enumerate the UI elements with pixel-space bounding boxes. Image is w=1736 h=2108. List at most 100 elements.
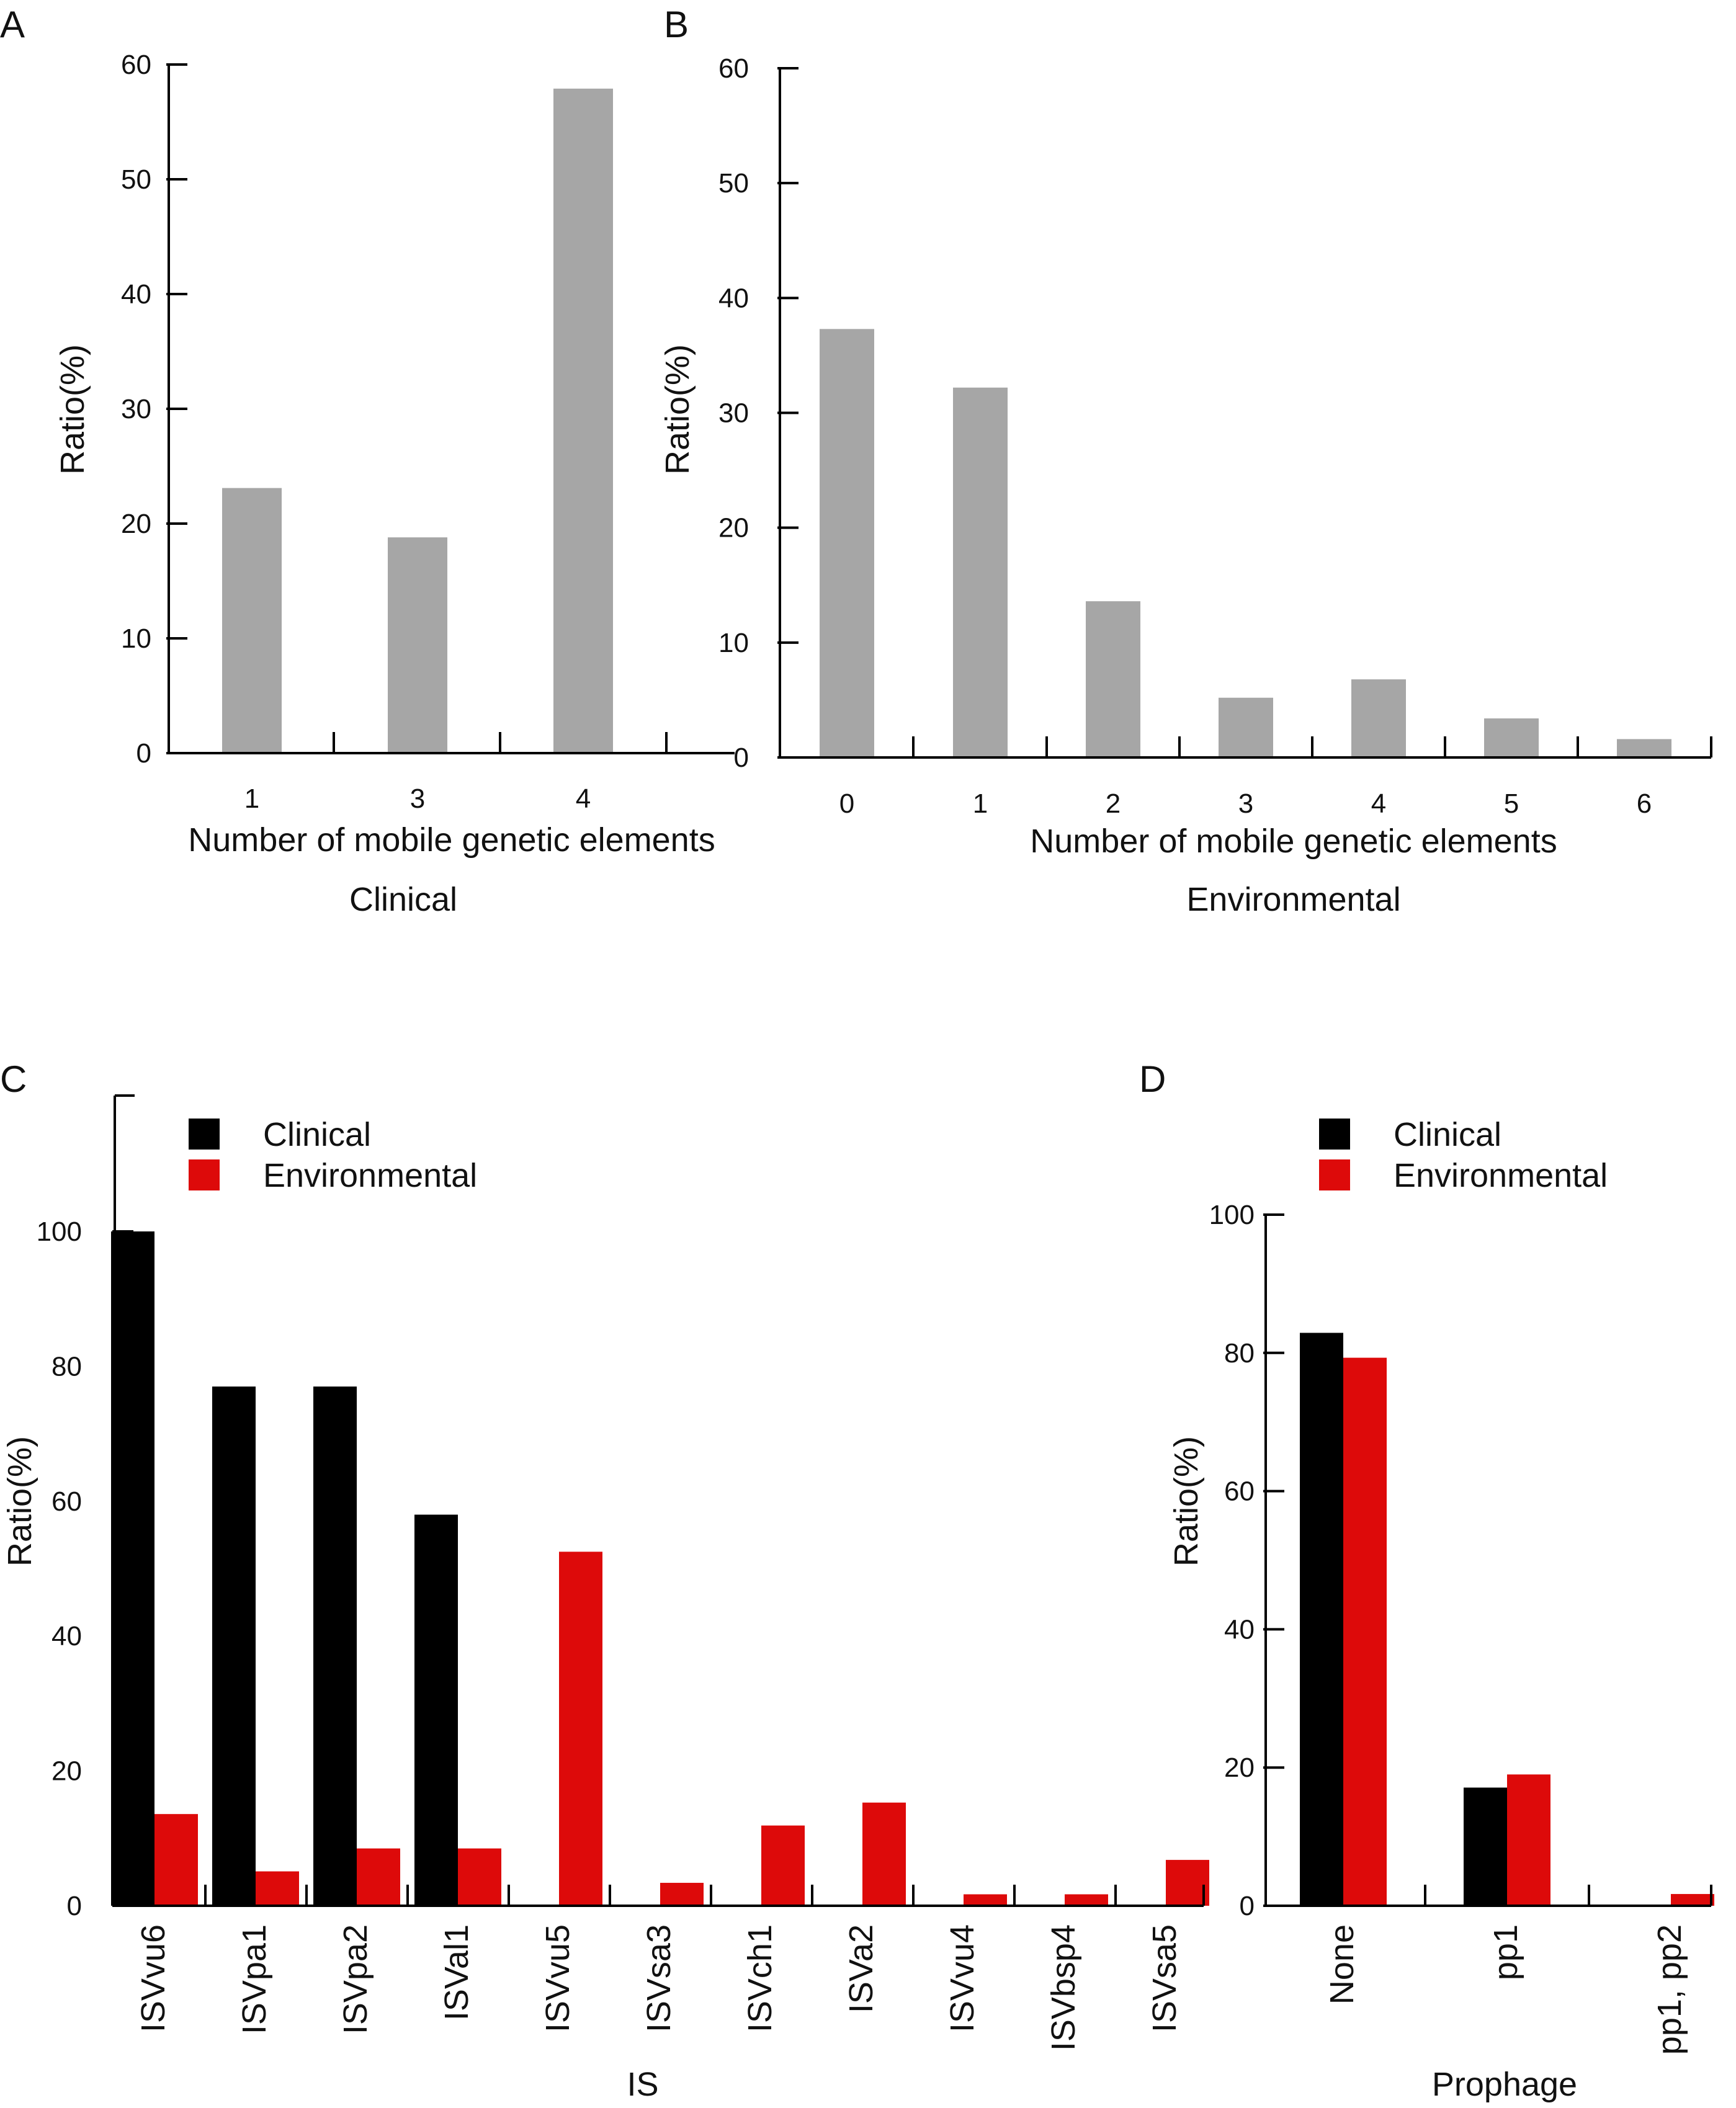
x-tick-label: ISVvu5 bbox=[539, 1924, 576, 2032]
y-tick-label: 30 bbox=[121, 394, 151, 424]
panel-subtitle: Clinical bbox=[349, 881, 457, 918]
bar-c-environmental-1 bbox=[256, 1871, 299, 1906]
legend-label-clinical: Clinical bbox=[1394, 1116, 1501, 1153]
x-tick-label: 1 bbox=[244, 784, 259, 814]
x-tick-label: 1 bbox=[973, 788, 988, 819]
x-tick-label: ISVal1 bbox=[438, 1924, 475, 2021]
x-tick-label: ISVvu6 bbox=[135, 1924, 172, 2032]
y-tick-label: 20 bbox=[51, 1756, 82, 1787]
y-tick-label: 0 bbox=[1240, 1891, 1255, 1921]
bar-c-environmental-10 bbox=[1166, 1860, 1209, 1906]
bar-d-environmental-2 bbox=[1671, 1894, 1714, 1906]
y-tick-label: 100 bbox=[37, 1217, 82, 1247]
y-tick-label: 60 bbox=[1224, 1476, 1255, 1507]
bar-c-environmental-3 bbox=[458, 1848, 501, 1906]
x-tick-label: 3 bbox=[410, 784, 425, 814]
y-axis-title: Ratio(%) bbox=[659, 344, 696, 475]
y-tick-label: 10 bbox=[718, 628, 749, 658]
panel-subtitle: Environmental bbox=[1186, 881, 1400, 918]
x-tick-label: None bbox=[1323, 1924, 1361, 2004]
x-tick-label: ISVpa1 bbox=[236, 1924, 273, 2034]
bar-a-4 bbox=[553, 88, 613, 754]
bar-c-environmental-7 bbox=[862, 1802, 906, 1906]
bar-d-environmental-1 bbox=[1507, 1774, 1550, 1906]
y-tick-label: 50 bbox=[121, 164, 151, 195]
y-tick-label: 20 bbox=[121, 509, 151, 539]
x-tick-label: ISVch1 bbox=[741, 1924, 779, 2032]
bar-c-environmental-4 bbox=[559, 1552, 602, 1906]
x-axis-title: Number of mobile genetic elements bbox=[1030, 823, 1557, 860]
y-tick-label: 100 bbox=[1209, 1200, 1255, 1230]
y-tick-label: 20 bbox=[718, 513, 749, 543]
bar-b-4 bbox=[1351, 679, 1406, 757]
panel-label-c: C bbox=[0, 1058, 27, 1100]
bar-c-clinical-1 bbox=[212, 1387, 256, 1906]
bar-a-1 bbox=[222, 488, 282, 753]
y-tick-label: 60 bbox=[51, 1486, 82, 1517]
bar-b-6 bbox=[1617, 739, 1671, 757]
y-tick-label: 50 bbox=[718, 168, 749, 199]
x-tick-label: ISVsa5 bbox=[1146, 1924, 1183, 2032]
y-tick-label: 0 bbox=[136, 738, 151, 769]
x-tick-label: ISVa2 bbox=[843, 1924, 880, 2013]
bar-d-clinical-1 bbox=[1464, 1787, 1507, 1906]
x-axis-title: Number of mobile genetic elements bbox=[188, 821, 715, 859]
y-tick-label: 40 bbox=[718, 283, 749, 313]
bar-b-3 bbox=[1219, 697, 1273, 757]
bar-c-environmental-6 bbox=[761, 1825, 805, 1906]
x-tick-label: pp1, pp2 bbox=[1651, 1924, 1688, 2055]
bar-a-3 bbox=[388, 537, 447, 753]
legend-swatch-clinical bbox=[1319, 1119, 1350, 1150]
y-axis-title: Ratio(%) bbox=[54, 344, 91, 475]
x-tick-label: ISVvu4 bbox=[944, 1924, 981, 2032]
x-tick-label: ISVbsp4 bbox=[1045, 1924, 1082, 2051]
x-tick-label: 2 bbox=[1106, 788, 1121, 819]
legend-label-environmental: Environmental bbox=[263, 1157, 477, 1194]
x-tick-label: 4 bbox=[576, 784, 591, 814]
x-tick-label: ISVpa2 bbox=[337, 1924, 374, 2034]
legend-label-clinical: Clinical bbox=[263, 1116, 371, 1153]
bar-b-1 bbox=[953, 387, 1008, 757]
y-tick-label: 60 bbox=[121, 50, 151, 80]
y-tick-label: 80 bbox=[1224, 1338, 1255, 1369]
bar-b-5 bbox=[1484, 718, 1539, 757]
x-axis-title: Prophage bbox=[1432, 2066, 1577, 2103]
y-tick-label: 40 bbox=[121, 279, 151, 310]
bar-c-environmental-8 bbox=[964, 1894, 1007, 1906]
x-tick-label: ISVsa3 bbox=[640, 1924, 678, 2032]
y-axis-title: Ratio(%) bbox=[1168, 1436, 1205, 1566]
legend-label-environmental: Environmental bbox=[1394, 1157, 1608, 1194]
y-axis-title: Ratio(%) bbox=[1, 1436, 38, 1566]
y-tick-label: 10 bbox=[121, 623, 151, 654]
bar-c-environmental-0 bbox=[154, 1814, 198, 1906]
bar-d-clinical-0 bbox=[1300, 1333, 1343, 1906]
bar-d-environmental-0 bbox=[1343, 1357, 1387, 1906]
bar-c-clinical-0 bbox=[111, 1231, 154, 1906]
legend-swatch-environmental bbox=[1319, 1159, 1350, 1190]
x-tick-label: 0 bbox=[839, 788, 854, 819]
bar-c-environmental-2 bbox=[357, 1848, 400, 1906]
y-tick-label: 20 bbox=[1224, 1753, 1255, 1783]
bar-b-0 bbox=[820, 329, 874, 757]
x-tick-label: 5 bbox=[1504, 788, 1519, 819]
x-tick-label: 6 bbox=[1637, 788, 1652, 819]
x-axis-title: IS bbox=[627, 2066, 658, 2103]
y-tick-label: 40 bbox=[51, 1621, 82, 1651]
x-tick-label: 4 bbox=[1371, 788, 1386, 819]
y-tick-label: 40 bbox=[1224, 1614, 1255, 1645]
legend-swatch-clinical bbox=[189, 1119, 220, 1150]
y-tick-label: 30 bbox=[718, 398, 749, 429]
bar-c-environmental-9 bbox=[1065, 1894, 1108, 1906]
y-tick-label: 80 bbox=[51, 1351, 82, 1382]
bar-c-environmental-5 bbox=[660, 1883, 704, 1906]
bar-b-2 bbox=[1086, 601, 1140, 757]
x-tick-label: 3 bbox=[1238, 788, 1253, 819]
y-tick-label: 0 bbox=[734, 743, 749, 773]
panel-label-d: D bbox=[1139, 1058, 1166, 1100]
panel-label-b: B bbox=[664, 4, 689, 45]
bar-c-clinical-3 bbox=[414, 1514, 458, 1906]
legend-swatch-environmental bbox=[189, 1159, 220, 1190]
y-tick-label: 0 bbox=[67, 1891, 82, 1921]
bar-c-clinical-2 bbox=[313, 1387, 357, 1906]
